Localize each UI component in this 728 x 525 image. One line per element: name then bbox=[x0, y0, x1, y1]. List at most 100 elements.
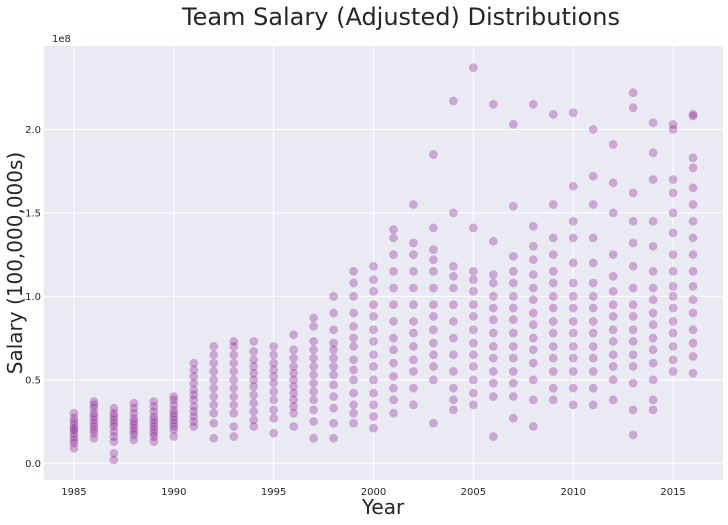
data-point bbox=[668, 250, 678, 260]
data-point bbox=[528, 333, 538, 343]
x-tick-label: 2015 bbox=[660, 487, 685, 498]
data-point bbox=[628, 103, 638, 113]
x-tick-label: 1995 bbox=[261, 487, 286, 498]
data-point bbox=[448, 283, 458, 293]
data-point bbox=[229, 383, 239, 393]
data-point bbox=[349, 400, 358, 410]
data-point bbox=[289, 402, 299, 412]
data-point bbox=[389, 233, 398, 243]
data-point bbox=[688, 266, 698, 276]
data-point bbox=[109, 437, 119, 447]
data-point bbox=[668, 316, 678, 326]
data-point bbox=[109, 418, 119, 428]
data-point bbox=[588, 278, 598, 288]
data-point bbox=[189, 402, 199, 412]
data-point bbox=[169, 400, 179, 410]
data-point bbox=[508, 367, 518, 376]
data-point bbox=[588, 291, 598, 301]
data-point bbox=[548, 383, 558, 393]
data-point bbox=[89, 400, 99, 410]
data-point bbox=[389, 345, 398, 355]
data-point bbox=[229, 400, 239, 410]
data-point bbox=[628, 378, 638, 388]
data-point bbox=[89, 425, 99, 435]
data-point bbox=[428, 245, 438, 255]
data-point bbox=[129, 398, 139, 408]
data-point bbox=[468, 286, 478, 296]
data-point bbox=[229, 358, 239, 368]
data-point bbox=[149, 407, 159, 417]
data-point bbox=[209, 433, 219, 443]
data-point bbox=[349, 388, 358, 398]
data-point bbox=[329, 291, 339, 301]
data-point bbox=[488, 342, 498, 351]
data-point bbox=[229, 422, 239, 432]
data-point bbox=[349, 342, 358, 351]
data-point bbox=[169, 392, 179, 401]
data-point bbox=[369, 325, 378, 335]
data-point bbox=[548, 367, 558, 376]
data-point bbox=[189, 395, 199, 405]
data-point bbox=[109, 422, 119, 432]
data-point bbox=[528, 395, 538, 405]
data-point bbox=[448, 208, 458, 218]
data-point bbox=[468, 362, 478, 371]
y-offset-label: 1e8 bbox=[52, 34, 71, 45]
data-point bbox=[349, 291, 358, 301]
data-point bbox=[628, 238, 638, 248]
data-point bbox=[588, 233, 598, 243]
data-point bbox=[329, 403, 339, 413]
data-point bbox=[528, 283, 538, 293]
data-point bbox=[608, 178, 618, 188]
data-point bbox=[349, 278, 358, 288]
data-point bbox=[528, 358, 538, 368]
data-point bbox=[349, 365, 358, 375]
data-point bbox=[269, 350, 279, 360]
data-point bbox=[568, 291, 578, 301]
data-point bbox=[369, 261, 378, 271]
data-point bbox=[89, 408, 99, 418]
data-point bbox=[488, 303, 498, 313]
data-point bbox=[189, 407, 199, 417]
data-point bbox=[648, 241, 658, 251]
data-point bbox=[448, 96, 458, 106]
data-point bbox=[528, 270, 538, 280]
data-point bbox=[468, 375, 478, 385]
data-point bbox=[688, 233, 698, 243]
data-point bbox=[349, 266, 358, 276]
data-point bbox=[448, 383, 458, 393]
data-point bbox=[329, 338, 339, 348]
data-point bbox=[428, 375, 438, 385]
data-point bbox=[588, 171, 598, 181]
data-point bbox=[508, 328, 518, 338]
data-point bbox=[648, 345, 658, 355]
data-point bbox=[389, 383, 398, 393]
data-point bbox=[269, 405, 279, 415]
data-point bbox=[309, 387, 319, 396]
data-point bbox=[389, 395, 398, 405]
data-point bbox=[229, 337, 239, 346]
data-point bbox=[209, 342, 219, 351]
data-point bbox=[688, 250, 698, 260]
data-point bbox=[89, 433, 99, 443]
data-point bbox=[309, 433, 319, 443]
data-point bbox=[488, 278, 498, 288]
data-point bbox=[568, 181, 578, 191]
data-point bbox=[209, 350, 219, 360]
data-point bbox=[69, 420, 79, 430]
data-point bbox=[369, 337, 378, 346]
data-point bbox=[169, 425, 179, 435]
data-point bbox=[389, 225, 398, 235]
data-point bbox=[329, 345, 339, 355]
data-point bbox=[149, 418, 159, 428]
data-point bbox=[309, 362, 319, 371]
data-point bbox=[169, 422, 179, 432]
data-point bbox=[588, 367, 598, 376]
data-point bbox=[149, 432, 159, 442]
data-point bbox=[69, 417, 79, 427]
data-point bbox=[409, 250, 418, 260]
data-point bbox=[468, 223, 478, 233]
data-point bbox=[608, 395, 618, 405]
data-point bbox=[568, 108, 578, 118]
data-point bbox=[169, 415, 179, 425]
